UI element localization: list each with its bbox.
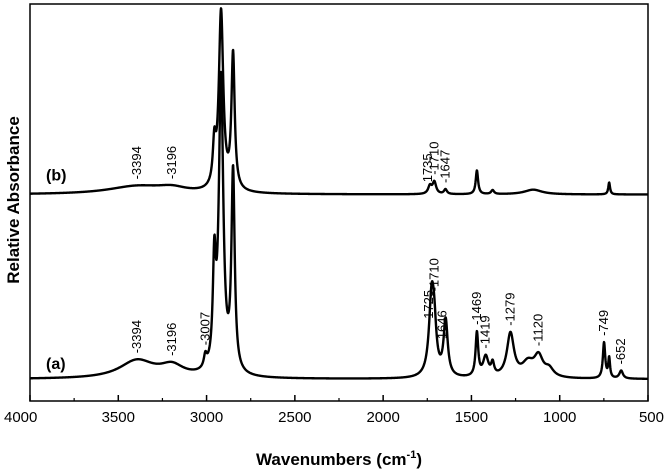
- x-tick-label-3000: 3000: [190, 409, 223, 426]
- peak-label-b-0: -3394: [129, 146, 144, 179]
- series-labels: (a) (b): [46, 168, 66, 374]
- x-tick-labels: 4000 3500 3000 2500 2000 1500 1000 500: [4, 409, 664, 426]
- x-tick-label-500: 500: [639, 409, 664, 426]
- x-tick-label-2500: 2500: [278, 409, 311, 426]
- peak-label-a-11: -652: [613, 338, 628, 364]
- peak-label-a-7: -1419: [478, 315, 493, 348]
- y-axis-title: Relative Absorbance: [4, 116, 23, 284]
- peak-label-a-8: -1279: [503, 293, 518, 326]
- x-tick-label-2000: 2000: [366, 409, 399, 426]
- x-tick-label-1500: 1500: [455, 409, 488, 426]
- spectrum-line-a: [29, 70, 649, 380]
- peak-label-b-1: -3196: [164, 146, 179, 179]
- spectrum-line-b: [29, 7, 649, 196]
- peak-label-a-4: -1710: [426, 258, 441, 291]
- x-tick-label-3500: 3500: [102, 409, 135, 426]
- x-ticks: [29, 395, 649, 401]
- x-axis-title: Wavenumbers (cm-1): [256, 449, 422, 469]
- x-tick-label-4000: 4000: [4, 409, 37, 426]
- peak-label-a-6: -1469: [469, 292, 484, 325]
- peak-label-a-0: -3394: [129, 320, 144, 353]
- peak-label-a-3: 1725: [421, 290, 436, 319]
- spectra-traces: [29, 7, 649, 380]
- peak-label-a-9: -1120: [531, 314, 546, 346]
- peak-label-b-2: 1735: [420, 153, 435, 182]
- peak-label-a-2: -3007: [197, 312, 212, 345]
- peak-label-a-5: -1646: [434, 310, 449, 343]
- plot-frame: [29, 3, 649, 402]
- peak-label-b-3: -1710: [426, 142, 441, 175]
- peak-label-b-4: -1647: [438, 150, 453, 183]
- peak-label-a-1: -3196: [164, 323, 179, 356]
- x-tick-label-1000: 1000: [543, 409, 576, 426]
- peak-label-a-10: -749: [596, 310, 611, 336]
- peak-labels: -3394 -3196 -30071725-1710-1646-1469-1419-…: [129, 142, 628, 365]
- series-label-a: (a): [46, 356, 66, 373]
- series-label-b: (b): [46, 168, 66, 185]
